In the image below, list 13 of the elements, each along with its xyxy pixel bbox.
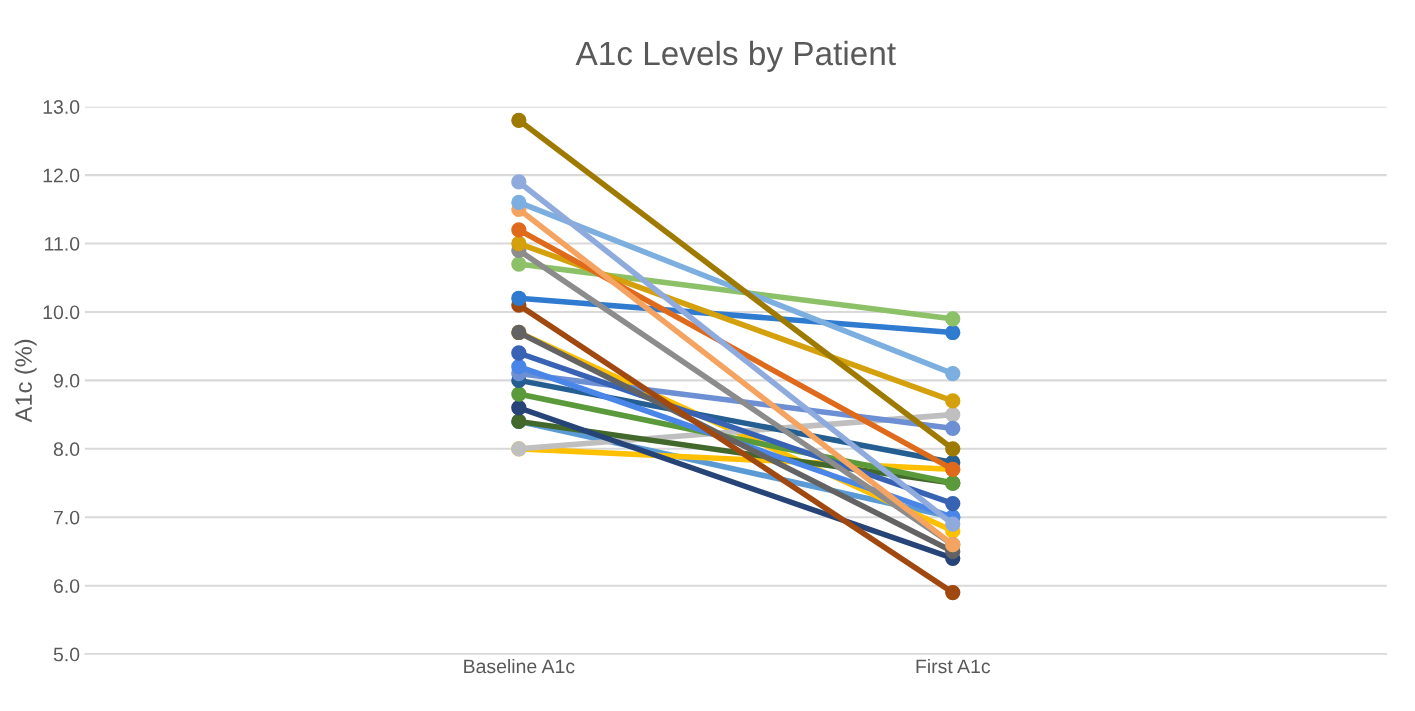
y-tick-label: 7.0 (54, 510, 80, 525)
y-tick-label: 13.0 (43, 100, 80, 114)
y-axis-title: A1c (%) (14, 339, 37, 423)
y-tick-label: 6.0 (54, 579, 80, 593)
y-tick-label: 10.0 (43, 305, 80, 320)
y-tick-label: 8.0 (53, 442, 80, 457)
y-tick-label: 5.0 (53, 647, 80, 662)
x-tick-label: First A1c (916, 658, 991, 674)
chart-title: A1c Levels by Patient (575, 40, 896, 72)
y-tick-label: 12.0 (43, 168, 80, 183)
x-tick-label: Baseline A1c (464, 658, 575, 674)
y-tick-label: 11.0 (45, 236, 80, 251)
y-tick-label: 9.0 (53, 373, 80, 388)
